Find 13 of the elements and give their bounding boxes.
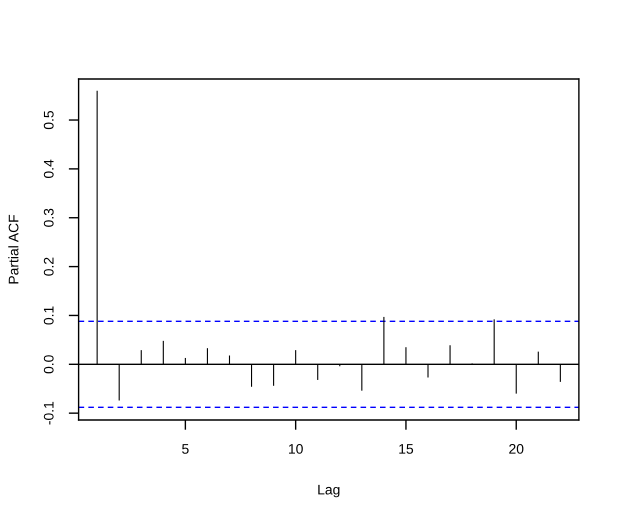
x-tick-label: 10: [288, 444, 303, 454]
y-tick-label: 0.4: [44, 160, 54, 178]
y-tick-label: -0.1: [44, 402, 54, 425]
x-tick-label: 20: [509, 444, 524, 454]
x-tick-label: 15: [399, 444, 414, 454]
x-tick-label: 5: [182, 444, 189, 454]
y-tick-label: 0.5: [44, 110, 54, 130]
y-tick-label: 0.2: [44, 258, 54, 276]
y-tick-label: 0.3: [44, 208, 54, 227]
y-axis-title: Partial ACF: [8, 214, 18, 284]
x-axis-title: Lag: [318, 484, 340, 498]
y-tick-label: 0.1: [44, 306, 54, 325]
y-tick-label: 0.0: [44, 355, 54, 374]
